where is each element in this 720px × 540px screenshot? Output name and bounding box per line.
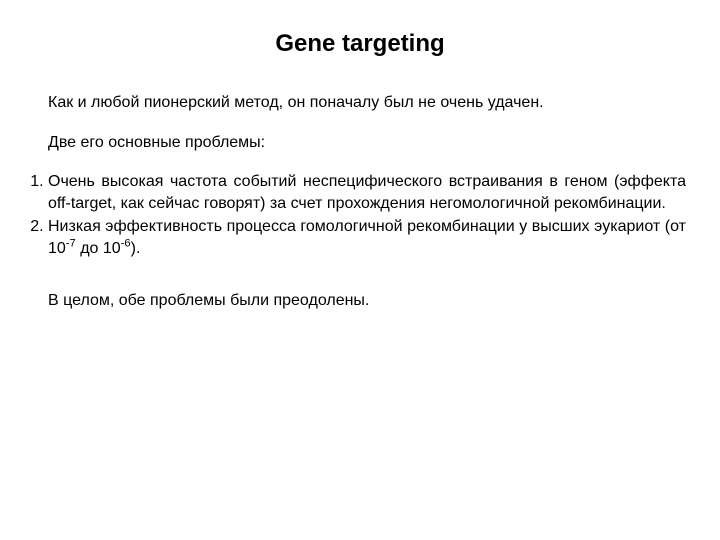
slide: Gene targeting Как и любой пионерский ме… bbox=[0, 0, 720, 540]
list-item: Очень высокая частота событий неспецифич… bbox=[48, 171, 686, 214]
problems-lead: Две его основные проблемы: bbox=[34, 132, 686, 154]
slide-title: Gene targeting bbox=[34, 30, 686, 58]
conclusion-paragraph: В целом, обе проблемы были преодолены. bbox=[34, 290, 686, 312]
problems-list: Очень высокая частота событий неспецифич… bbox=[34, 171, 686, 259]
list-item: Низкая эффективность процесса гомологичн… bbox=[48, 216, 686, 259]
intro-paragraph: Как и любой пионерский метод, он поначал… bbox=[34, 92, 686, 114]
